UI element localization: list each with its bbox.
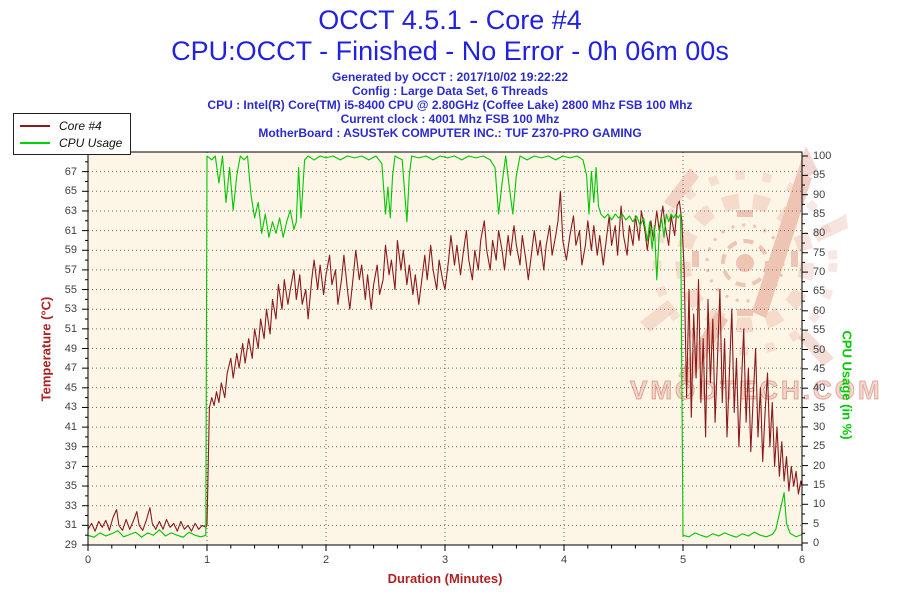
info-line-motherboard: MotherBoard : ASUSTeK COMPUTER INC.: TUF… [258, 126, 642, 140]
page-title: OCCT 4.5.1 - Core #4 [318, 5, 582, 35]
info-line-config: Config : Large Data Set, 6 Threads [351, 84, 549, 98]
series-lines [87, 155, 803, 538]
x-axis-title: Duration (Minutes) [387, 571, 503, 586]
legend-item-cpu-usage: CPU Usage [20, 134, 124, 151]
info-block: Generated by OCCT : 2017/10/02 19:22:22 … [0, 70, 900, 140]
page-subtitle: CPU:OCCT - Finished - No Error - 0h 06m … [171, 36, 729, 66]
vmodtech-logo-watermark [640, 146, 848, 384]
y-axis-right-title: CPU Usage (in %) [839, 330, 855, 440]
watermark-text: VMODTECH.COM [630, 375, 883, 405]
legend-line-swatch-cpu-usage [20, 141, 50, 144]
legend-item-core4: Core #4 [20, 117, 124, 134]
info-line-clock: Current clock : 4001 Mhz FSB 100 Mhz [340, 112, 560, 126]
series-line-cpu-usage [87, 155, 803, 538]
y-axis-left-title: Temperature (°C) [38, 296, 54, 402]
legend-label-core4: Core #4 [59, 118, 102, 133]
legend-label-cpu-usage: CPU Usage [59, 135, 123, 150]
legend-line-swatch-core4 [20, 124, 50, 127]
info-line-generated: Generated by OCCT : 2017/10/02 19:22:22 [331, 70, 569, 84]
legend: Core #4 CPU Usage [13, 113, 131, 155]
info-line-cpu: CPU : Intel(R) Core(TM) i5-8400 CPU @ 2.… [207, 98, 693, 112]
series-line-temperature [87, 190, 803, 532]
axes-frame-and-ticks [82, 151, 808, 551]
